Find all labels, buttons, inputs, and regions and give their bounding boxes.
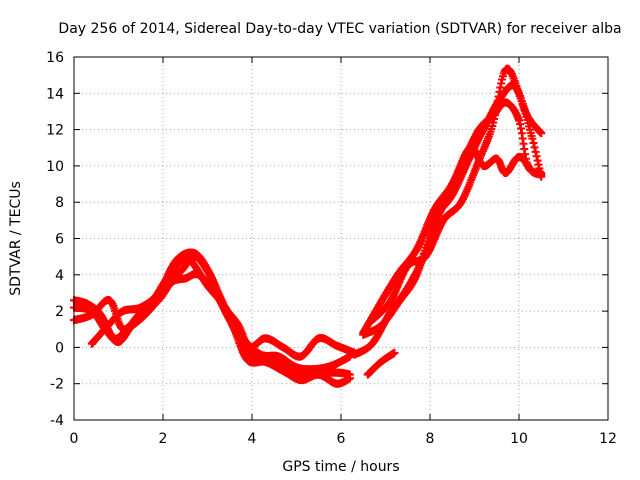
series-track-line xyxy=(353,101,543,356)
y-tick-label: 14 xyxy=(46,86,64,102)
x-tick-label: 0 xyxy=(70,431,79,447)
grid-lines xyxy=(74,57,608,420)
data-series xyxy=(70,64,546,388)
data-point xyxy=(537,129,546,138)
x-tick-label: 6 xyxy=(337,431,346,447)
series-track-line xyxy=(90,251,351,385)
y-tick-label: 0 xyxy=(55,340,64,356)
y-tick-label: 16 xyxy=(46,50,64,66)
y-tick-label: -2 xyxy=(50,377,64,393)
series-satellite-track-9 xyxy=(363,348,399,379)
x-axis-title: GPS time / hours xyxy=(282,459,399,475)
y-tick-label: 6 xyxy=(55,232,64,248)
x-tick-label: 12 xyxy=(599,431,617,447)
y-tick-label: 12 xyxy=(46,123,64,139)
data-point xyxy=(390,348,399,357)
data-point xyxy=(528,134,537,143)
series-satellite-track-8 xyxy=(359,143,546,337)
y-tick-label: 8 xyxy=(55,195,64,211)
axes: 0 2 4 6 8 10 12 -4 -2 0 2 4 6 8 10 12 14 16 xyxy=(46,50,617,447)
x-tick-label: 10 xyxy=(510,431,528,447)
y-tick-label: -4 xyxy=(50,413,64,429)
y-tick-label: 4 xyxy=(55,268,64,284)
data-point xyxy=(537,169,546,178)
data-point xyxy=(530,143,539,152)
data-point xyxy=(529,138,538,147)
x-tick-label: 4 xyxy=(248,431,257,447)
chart-title: Day 256 of 2014, Sidereal Day-to-day VTE… xyxy=(58,21,621,37)
x-tick-label: 2 xyxy=(159,431,168,447)
y-tick-label: 10 xyxy=(46,159,64,175)
series-satellite-track-4 xyxy=(87,248,354,388)
y-axis-title: SDTVAR / TECUs xyxy=(8,181,24,296)
data-point xyxy=(345,374,354,383)
series-satellite-track-5 xyxy=(350,98,546,359)
plot-frame xyxy=(73,56,609,421)
x-tick-label: 8 xyxy=(426,431,435,447)
data-point xyxy=(531,147,540,156)
y-tick-label: 2 xyxy=(55,304,64,320)
